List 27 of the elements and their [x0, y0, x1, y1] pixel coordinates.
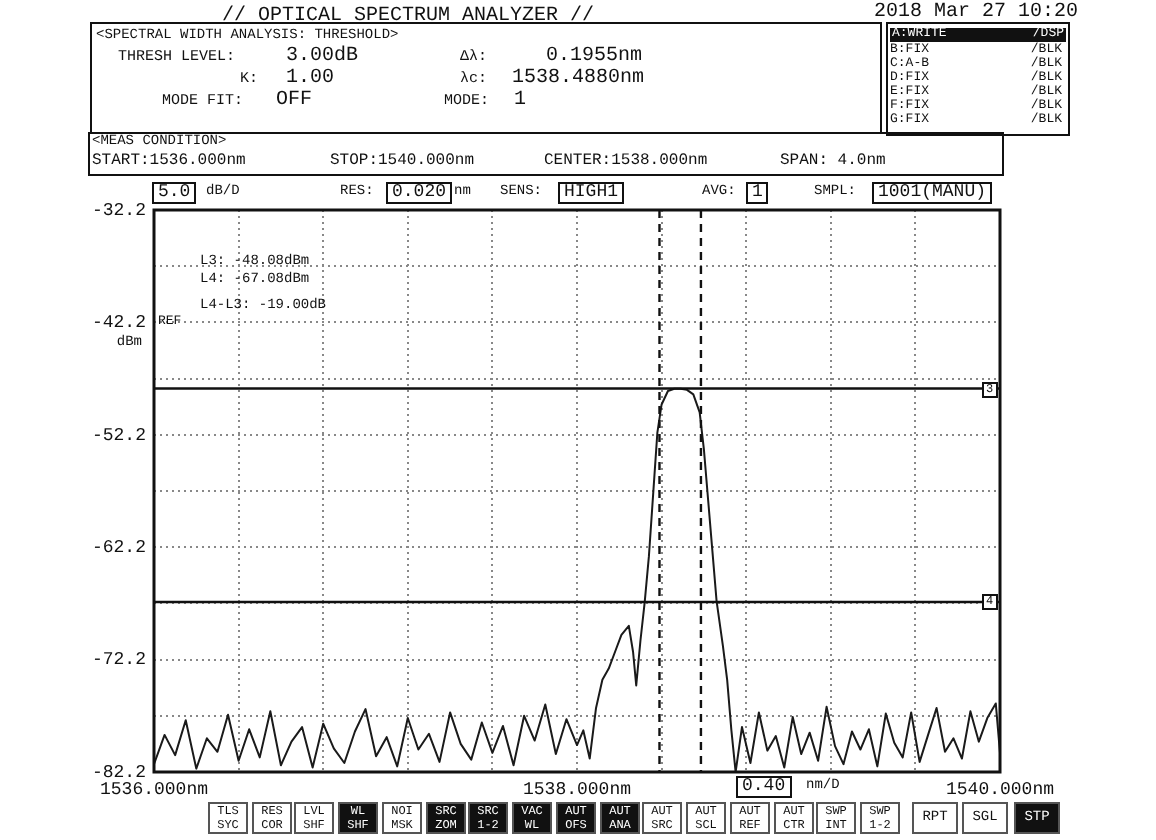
y-tick-label: -82.2 [91, 762, 146, 783]
text: HIGH1 [558, 182, 625, 204]
y-tick-label: -32.2 [91, 200, 146, 221]
x-tick-label: 1540.000nm [945, 779, 1055, 800]
text: 1538.4880nm [512, 68, 645, 90]
y-tick-label: -42.2 [91, 313, 146, 334]
text: 1.00 [286, 68, 335, 90]
text: OFF [276, 90, 313, 112]
text: 1 [514, 90, 527, 112]
y-tick-label: -62.2 [91, 537, 146, 558]
text: 1 [746, 182, 769, 204]
text: 1001(MANU) [872, 182, 993, 204]
y-tick-label: -72.2 [91, 650, 146, 671]
chart-title: // OPTICAL SPECTRUM ANALYZER // [222, 6, 595, 28]
text: 0.1955nm [546, 46, 643, 68]
y-tick-label: -52.2 [91, 425, 146, 446]
text: 0.40 [736, 776, 792, 798]
x-tick-label: 1538.000nm [522, 779, 632, 800]
text: STOP:1540.000nm [330, 152, 475, 170]
text: 5.0 [152, 182, 197, 204]
text: SPAN: 4.0nm [780, 152, 886, 170]
text: CENTER:1538.000nm [544, 152, 708, 170]
text: 2018 Mar 27 10:20 [874, 2, 1079, 24]
x-tick-label: 1536.000nm [99, 779, 209, 800]
text: 3.00dB [286, 46, 359, 68]
text: START:1536.000nm [92, 152, 246, 170]
text: 0.020 [386, 182, 453, 204]
